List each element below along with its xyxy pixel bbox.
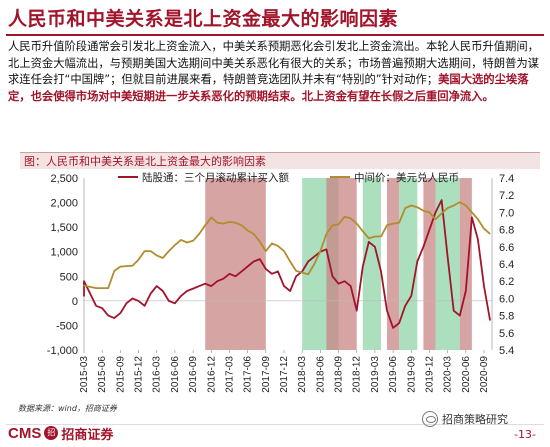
- wechat-watermark: 招商策略研究: [422, 411, 508, 427]
- y-right-tick-label: 6.4: [499, 259, 514, 271]
- y-right-tick-label: 5.4: [499, 345, 514, 357]
- x-tick-label: 2017-09: [261, 356, 272, 393]
- shaded-period-red-2: [326, 178, 357, 350]
- page-number: -13-: [514, 428, 536, 441]
- x-tick-label: 2016-12: [206, 356, 217, 393]
- y-right-tick-label: 6.0: [499, 293, 514, 305]
- summary-highlight: 美国大选的尘埃落定，也会使得市场对中美短期进一步关系恶化的预期结束。北上资金有望…: [8, 73, 529, 103]
- y-left-tick-label: 0: [72, 296, 78, 308]
- series-line-0: [83, 199, 491, 329]
- footer-divider: [6, 424, 544, 425]
- x-tick-label: 2018-03: [297, 356, 308, 393]
- y-left-tick-label: 500: [60, 271, 78, 283]
- x-tick-label: 2016-06: [170, 356, 181, 393]
- x-tick-label: 2017-03: [224, 356, 235, 393]
- x-tick-label: 2018-06: [315, 356, 326, 393]
- y-right-tick-label: 6.8: [499, 225, 514, 237]
- y-right-tick-label: 6.6: [499, 242, 514, 254]
- shaded-period-green-5: [399, 178, 418, 350]
- x-tick-label: 2019-03: [370, 356, 381, 393]
- y-left-tick-label: 1,500: [50, 222, 78, 234]
- x-tick-label: 2019-09: [406, 356, 417, 393]
- shaded-period-red-6: [423, 178, 436, 350]
- x-tick-label: 2020-09: [479, 356, 490, 393]
- y-left-tick-label: 2,500: [50, 173, 78, 185]
- shaded-period-red-0: [205, 178, 266, 350]
- y-right-tick-label: 7.4: [499, 173, 514, 185]
- x-tick-label: 2020-06: [461, 356, 472, 393]
- y-left-tick-label: 1,000: [50, 247, 78, 259]
- x-tick-label: 2017-12: [279, 356, 290, 393]
- logo-badge-icon: 招: [44, 426, 59, 440]
- x-tick-label: 2018-09: [334, 356, 345, 393]
- chart-caption: 图：人民币和中美关系是北上资金最大的影响因素: [20, 152, 540, 169]
- title-divider: [6, 34, 544, 36]
- x-tick-label: 2020-03: [443, 356, 454, 393]
- y-right-tick-label: 7.0: [499, 207, 514, 219]
- page-title: 人民币和中美关系是北上资金最大的影响因素: [8, 8, 399, 30]
- x-tick-label: 2018-12: [352, 356, 363, 393]
- y-right-tick-label: 5.8: [499, 311, 514, 323]
- summary-paragraph: 人民币升值阶段通常会引发北上资金流入，中美关系预期恶化会引发北上资金流出。本轮人…: [8, 39, 542, 105]
- y-right-tick-label: 6.2: [499, 276, 514, 288]
- y-right-tick-label: 5.6: [499, 328, 514, 340]
- wechat-account: 招商策略研究: [442, 413, 508, 426]
- x-tick-label: 2015-09: [115, 356, 126, 393]
- x-tick-label: 2017-06: [243, 356, 254, 393]
- y-left-tick-label: 2,000: [50, 198, 78, 210]
- x-tick-label: 2015-12: [134, 356, 145, 393]
- y-left-tick-label: -500: [56, 320, 78, 332]
- y-right-tick-label: 7.2: [499, 190, 514, 202]
- chart-area: -1,000 -500 0 500 1,000 1,500 2,000 2,500 5.4 5.6…: [47, 171, 515, 393]
- legend-label: 陆股通：三个月滚动累计买入额: [142, 171, 289, 184]
- y-left-tick-label: -1,000: [47, 345, 78, 357]
- x-tick-label: 2019-06: [388, 356, 399, 393]
- legend-label: 中间价：美元兑人民币: [354, 171, 459, 184]
- summary-text: 人民币升值阶段通常会引发北上资金流入，中美关系预期恶化会引发北上资金流出。本轮人…: [8, 40, 539, 86]
- logo-cms-text: CMS: [8, 424, 42, 442]
- x-tick-label: 2016-09: [188, 356, 199, 393]
- x-tick-label: 2015-06: [97, 356, 108, 393]
- x-tick-label: 2015-03: [79, 356, 90, 393]
- cms-logo: CMS 招 招商证券: [8, 424, 114, 443]
- logo-cn-text: 招商证券: [61, 427, 114, 443]
- x-tick-label: 2019-12: [424, 356, 435, 393]
- shaded-period-green-3: [362, 178, 381, 350]
- series-line-1: [83, 201, 491, 289]
- x-tick-label: 2016-03: [152, 356, 163, 393]
- data-source: 数据来源：wind，招商证券: [18, 404, 117, 413]
- wechat-icon: [422, 411, 438, 427]
- shaded-period-red-4: [387, 178, 400, 350]
